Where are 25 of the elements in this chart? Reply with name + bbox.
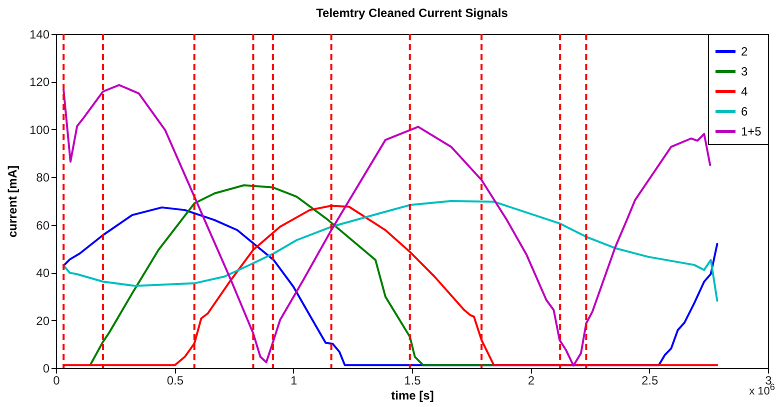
y-tick-label: 0 [42, 362, 50, 376]
x-axis-title: time [s] [391, 388, 434, 402]
legend-label: 6 [741, 104, 748, 118]
x-tick-label: 2 [528, 374, 535, 388]
y-tick-label: 120 [29, 75, 50, 90]
y-tick-label: 80 [36, 170, 50, 185]
legend-label: 3 [741, 64, 748, 78]
x-tick-label: 0 [53, 374, 60, 388]
y-tick-label: 140 [29, 28, 50, 42]
y-tick-label: 100 [29, 122, 50, 137]
x-tick-label: 2.5 [641, 374, 658, 388]
line-series [62, 200, 718, 302]
legend-label: 1+5 [741, 124, 762, 138]
x-tick-label: 0.5 [166, 374, 184, 388]
y-tick-label: 40 [36, 266, 50, 280]
x-tick-label: 1 [290, 374, 298, 388]
y-axis-title: current [mA] [5, 165, 20, 238]
chart-title: Telemtry Cleaned Current Signals [316, 6, 508, 20]
line-series [89, 184, 495, 366]
y-tick-label: 60 [36, 218, 50, 232]
y-tick-label: 20 [36, 314, 50, 328]
legend-label: 4 [741, 84, 748, 98]
legend-label: 2 [741, 44, 748, 58]
x-tick-label: 1.5 [404, 374, 422, 388]
line-series [62, 84, 712, 367]
